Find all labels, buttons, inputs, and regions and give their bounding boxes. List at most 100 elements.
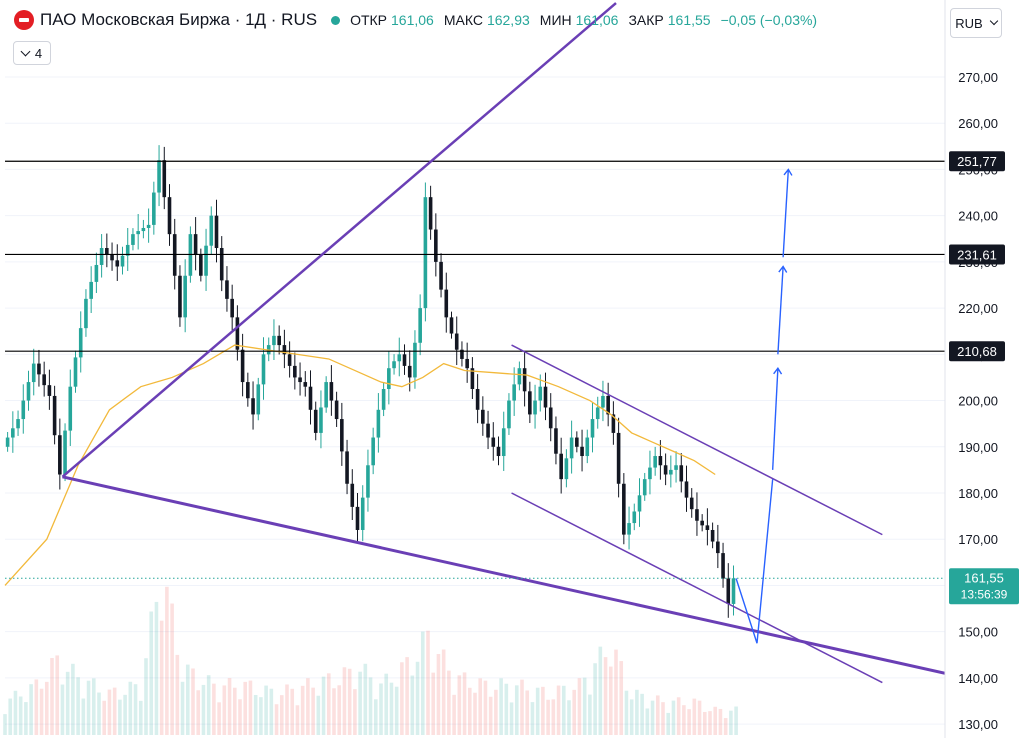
volume-bar (467, 687, 472, 735)
volume-bar (431, 672, 436, 735)
candle (611, 401, 616, 445)
candle-body (272, 335, 276, 346)
trendline-lower-wedge (62, 475, 945, 675)
candle-body (308, 386, 313, 410)
candle-body (595, 407, 600, 420)
candle (199, 248, 203, 282)
symbol-title[interactable]: ПАО Московская Биржа · 1Д · RUS (40, 10, 318, 29)
volume-bar (373, 699, 378, 735)
candle-body (251, 398, 255, 415)
level-price-label: 251,77 (949, 151, 1005, 172)
candle-body (470, 368, 475, 389)
candle (313, 401, 318, 441)
volume-bar (107, 689, 112, 735)
currency-selector[interactable]: RUB (950, 8, 1002, 38)
volume-bar (97, 692, 101, 735)
volume-bar (39, 688, 44, 735)
candle-body (496, 446, 501, 457)
candle (418, 294, 422, 356)
candle (595, 396, 600, 429)
candle-body (721, 553, 725, 579)
volume-bar (306, 678, 310, 735)
candle-body (183, 275, 187, 318)
candle (141, 219, 146, 239)
candle-body (392, 361, 396, 369)
volume-bar (206, 675, 211, 735)
candle (157, 145, 161, 207)
candle (392, 354, 396, 375)
candle (465, 342, 469, 383)
candle (648, 450, 652, 495)
volume-bar (259, 697, 263, 735)
arrow-shaft (777, 266, 784, 355)
high-label: МАКС (443, 12, 483, 28)
candle (684, 465, 689, 512)
candle-body (219, 248, 224, 281)
volume-bar (420, 631, 425, 735)
candle (329, 365, 334, 416)
candle (183, 259, 187, 333)
candle-body (366, 465, 370, 498)
candle (230, 284, 234, 331)
volume-bar (436, 654, 441, 735)
candle-body (63, 430, 67, 475)
volume-bar (426, 630, 430, 735)
candle-body (360, 497, 365, 530)
open-value: 161,06 (391, 12, 434, 28)
candle (590, 402, 595, 453)
volume-bar (170, 603, 174, 735)
level-price-label: 231,61 (949, 244, 1005, 265)
candle (726, 563, 731, 618)
candle (616, 417, 621, 498)
trendline-upper-wedge (61, 2, 617, 478)
candle (642, 472, 647, 501)
volume-bar (734, 706, 738, 735)
volume-bar (551, 699, 556, 735)
candle (308, 370, 313, 425)
volume-bar (692, 698, 697, 735)
volume-bar (353, 689, 357, 735)
volume-bar (149, 611, 154, 735)
candle (193, 217, 198, 271)
candle-body (94, 264, 99, 282)
candle (167, 184, 172, 246)
candle (470, 357, 475, 400)
volume-bar (462, 672, 467, 735)
candle-body (235, 317, 240, 350)
price-tick-label: 240,00 (958, 209, 998, 224)
candle-body (376, 409, 381, 438)
candle-body (350, 483, 355, 507)
indicators-collapse-button[interactable]: 4 (13, 41, 51, 65)
candle-body (5, 437, 10, 447)
candle (5, 431, 10, 452)
candle-body (115, 260, 120, 267)
candle-body (705, 525, 710, 530)
candle (94, 252, 99, 293)
candle-body (731, 578, 736, 604)
candle (653, 446, 657, 476)
candle (345, 439, 349, 495)
candle-body (277, 335, 281, 346)
volume-bar (478, 678, 483, 735)
volume-bar (713, 706, 718, 735)
candle (293, 352, 297, 390)
candle (214, 199, 219, 263)
candle-body (110, 254, 114, 261)
price-tick-label: 180,00 (958, 486, 998, 501)
candle (360, 485, 365, 542)
volume-bar (687, 709, 691, 735)
candle-body (329, 382, 334, 401)
candle (622, 473, 626, 545)
countdown-timer: 13:56:39 (961, 587, 1008, 601)
candle-body (16, 419, 20, 429)
volume-bar (530, 702, 535, 735)
candle-body (26, 382, 31, 401)
candle (63, 423, 67, 482)
volume-bar (624, 690, 629, 735)
candle-body (449, 317, 454, 334)
candle-body (679, 465, 684, 482)
candle-body (193, 234, 198, 255)
candle-body (167, 197, 172, 235)
